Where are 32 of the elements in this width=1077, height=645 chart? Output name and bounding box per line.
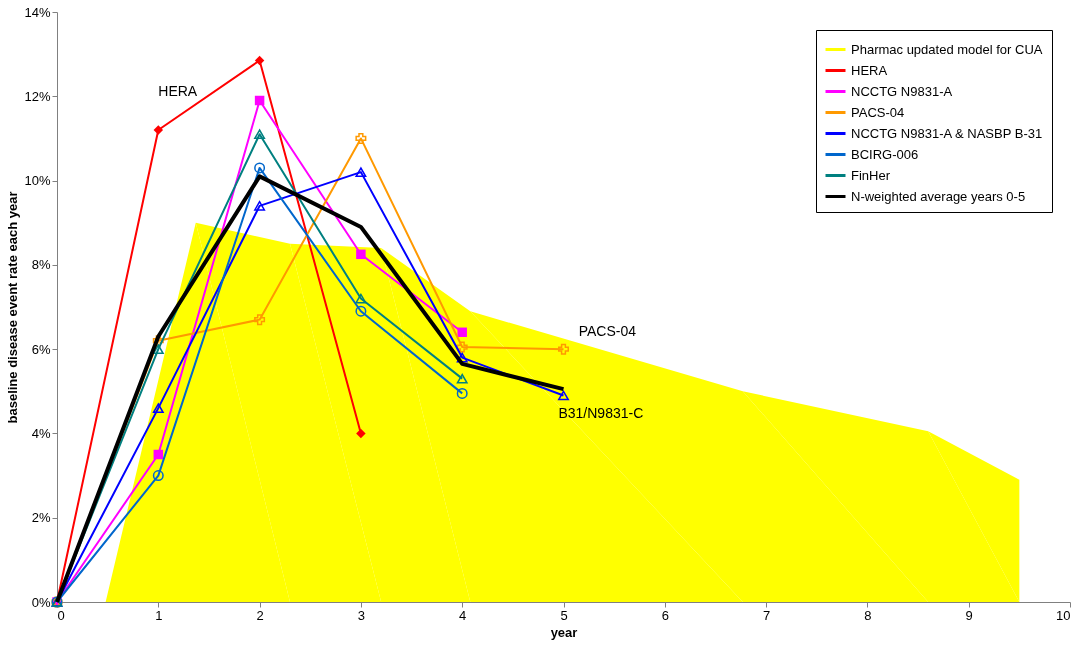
y-tick-label: 14% [24,4,51,20]
y-axis-title: baseline disease event rate each year [5,191,21,424]
y-tick-label: 2% [31,510,51,526]
y-tick-label: 8% [31,257,51,273]
x-tick-label: 8 [864,607,872,623]
x-tick-label: 10 [1056,607,1071,623]
legend-label: BCIRG-006 [851,146,919,162]
x-tick-label: 7 [762,607,771,623]
legend-label: NCCTG N9831-A [851,83,953,99]
x-tick-label: 3 [357,607,366,623]
x-tick-label: 6 [661,607,669,623]
y-tick-label: 10% [24,173,51,189]
legend-label: PACS-04 [851,104,905,120]
legend-label: FinHer [851,167,891,183]
x-tick-label: 2 [256,607,264,623]
legend-label: N-weighted average years 0-5 [851,188,1026,204]
annotation: PACS-04 [578,323,637,340]
x-tick-label: 1 [155,607,163,623]
legend-label: Pharmac updated model for CUA [851,41,1043,57]
y-tick-label: 4% [31,425,51,441]
annotation: B31/N9831-C [558,405,644,422]
x-tick-label: 0 [57,607,65,623]
x-axis-title: year [550,624,578,640]
y-tick-label: 6% [31,341,51,357]
legend-label: HERA [851,62,888,78]
annotation: HERA [158,83,198,100]
y-tick-label: 0% [31,594,51,610]
x-tick-label: 9 [965,607,973,623]
x-tick-label: 4 [459,607,467,623]
y-tick-label: 12% [24,88,51,104]
x-tick-label: 5 [560,607,568,623]
legend-label: NCCTG N9831-A & NASBP B-31 [851,125,1043,141]
